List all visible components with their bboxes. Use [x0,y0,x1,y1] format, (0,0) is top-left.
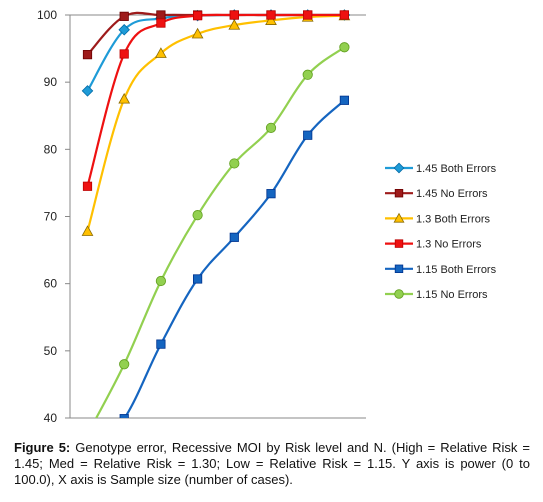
legend-item: 1.45 Both Errors [385,162,497,175]
figure-caption: Figure 5: Genotype error, Recessive MOI … [14,440,530,488]
series-1-3-no-errors [82,10,350,191]
y-tick-label: 40 [44,411,58,425]
y-tick-label: 60 [44,277,58,291]
caption-text: Genotype error, Recessive MOI by Risk le… [14,440,530,487]
y-tick-label: 80 [44,142,58,156]
data-point [229,10,239,20]
legend-label: 1.45 Both Errors [416,163,497,175]
data-point [228,19,241,30]
series-1-15-both-errors [119,95,350,418]
data-point [156,339,166,349]
legend-label: 1.15 No Errors [416,289,488,301]
data-point [119,49,129,59]
y-tick-label: 90 [44,75,58,89]
data-point [118,92,131,104]
legend: 1.45 Both Errors 1.45 No Errors 1.3 Both E… [385,162,497,301]
legend-swatch-marker [394,188,404,198]
legend-item: 1.3 Both Errors [385,212,490,225]
legend-label: 1.15 Both Errors [416,264,497,276]
data-point [119,11,129,21]
data-point [229,232,239,242]
series-line [86,14,345,232]
data-point [303,130,313,140]
legend-swatch-marker [394,239,404,248]
data-point [192,210,203,221]
legend-item: 1.15 No Errors [385,289,488,301]
data-point [82,181,93,191]
data-point [339,42,350,53]
legend-swatch-marker [394,264,404,273]
y-axis-ticks: 40 50 60 70 80 90 100 [37,8,70,425]
data-point [83,429,92,438]
legend-item: 1.3 No Errors [385,239,482,251]
series-line [94,46,346,418]
y-tick-label: 100 [37,8,57,22]
data-point [192,11,203,21]
data-point [82,50,93,60]
y-tick-label: 70 [44,210,58,224]
data-point [81,85,94,97]
series-1-3-both-errors [81,9,351,236]
data-point [339,95,350,105]
data-point [156,10,166,20]
legend-swatch-marker [394,289,404,299]
data-point [266,10,276,20]
data-point [192,274,203,284]
data-point [265,14,277,25]
legend-item: 1.45 No Errors [385,188,488,200]
data-point [191,27,204,39]
legend-label: 1.3 No Errors [416,239,482,251]
power-line-chart: 40 50 60 70 80 90 100 1.45 Both Errors 1.45 No … [37,8,497,438]
data-point [118,24,130,36]
data-point [303,10,313,20]
data-point [156,18,166,28]
data-point [155,275,166,287]
y-tick-label: 50 [44,344,58,358]
data-point [81,225,94,236]
data-point [229,158,240,169]
series-1-15-no-errors [83,42,350,438]
legend-label: 1.3 Both Errors [416,213,490,225]
series-line [123,99,346,418]
data-point [339,10,350,20]
data-point [119,414,129,418]
data-point [265,122,277,133]
legend-item: 1.15 Both Errors [385,264,497,276]
series-line [86,13,345,187]
series-layer [81,9,351,438]
data-point [302,69,313,80]
caption-label: Figure 5: [14,440,71,455]
legend-swatch-marker [393,162,405,174]
legend-swatch-marker [393,212,405,223]
data-point [266,189,276,199]
data-point [155,47,167,58]
data-point [119,359,130,370]
legend-label: 1.45 No Errors [416,188,488,200]
